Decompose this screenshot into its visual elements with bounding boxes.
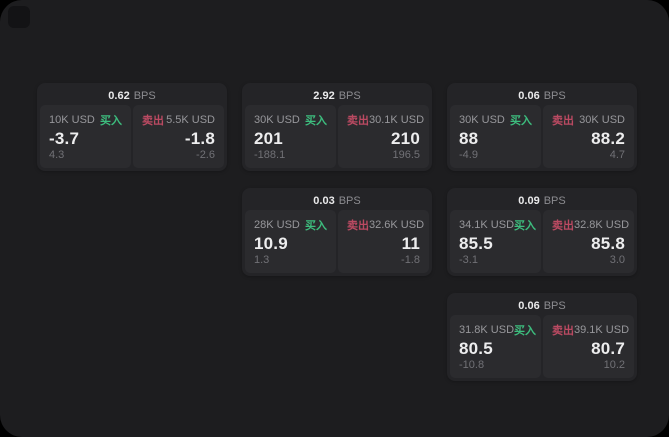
sell-delta: 10.2 [603, 359, 625, 371]
buy-tag: 买入 [100, 115, 122, 127]
sell-tag: 卖出 [142, 115, 164, 127]
sell-price: 85.8 [591, 234, 625, 253]
bps-unit: BPS [543, 89, 566, 102]
buy-tag: 买入 [305, 220, 327, 232]
bps-unit: BPS [133, 89, 156, 102]
bps-unit: BPS [338, 89, 361, 102]
buy-price: -3.7 [49, 129, 80, 148]
buy-panel[interactable]: 31.8K USD 买入 80.5 -10.8 [450, 315, 541, 378]
sell-size-label: 32.8K USD [574, 219, 630, 231]
bps-value: 2.92 [313, 89, 335, 102]
buy-tag: 买入 [514, 220, 537, 232]
sell-delta: -2.6 [196, 149, 215, 161]
quote-card: 2.92 BPS 30K USD 买入 201 -188.1 卖出 30.1K … [242, 83, 432, 171]
bps-value: 0.09 [518, 194, 540, 207]
buy-tag: 买入 [305, 115, 327, 127]
bps-value: 0.03 [313, 194, 335, 207]
bps-value: 0.06 [518, 89, 540, 102]
quote-card: 0.62 BPS 10K USD 买入 -3.7 4.3 卖出 5.5K USD [37, 83, 227, 171]
quote-card: 0.03 BPS 28K USD 买入 10.9 1.3 卖出 32.6K US… [242, 188, 432, 276]
buy-delta: -10.8 [459, 359, 485, 371]
buy-size-label: 28K USD [254, 219, 300, 231]
buy-tag: 买入 [510, 115, 532, 127]
sell-delta: 196.5 [392, 149, 420, 161]
bps-header: 0.06 BPS [450, 86, 634, 105]
sell-panel[interactable]: 卖出 32.8K USD 85.8 3.0 [543, 210, 634, 273]
sell-panel[interactable]: 卖出 32.6K USD 11 -1.8 [338, 210, 429, 273]
sell-tag: 卖出 [552, 115, 574, 127]
sell-price: 11 [401, 234, 420, 253]
bps-header: 0.09 BPS [450, 191, 634, 210]
sell-delta: -1.8 [401, 254, 420, 266]
bps-header: 0.03 BPS [245, 191, 429, 210]
buy-panel[interactable]: 34.1K USD 买入 85.5 -3.1 [450, 210, 541, 273]
buy-size-label: 10K USD [49, 114, 95, 126]
buy-delta: 1.3 [254, 254, 270, 266]
sell-panel[interactable]: 卖出 30.1K USD 210 196.5 [338, 105, 429, 168]
sell-size-label: 30.1K USD [369, 114, 425, 126]
sell-delta: 4.7 [609, 149, 625, 161]
top-left-button[interactable] [8, 6, 30, 28]
buy-delta: -3.1 [459, 254, 478, 266]
quote-card: 0.06 BPS 31.8K USD 买入 80.5 -10.8 卖出 39.1… [447, 293, 637, 381]
sell-tag: 卖出 [347, 220, 369, 232]
sell-size-label: 39.1K USD [574, 324, 630, 336]
buy-size-label: 30K USD [459, 114, 505, 126]
bps-value: 0.06 [518, 299, 540, 312]
buy-size-label: 31.8K USD [459, 324, 515, 336]
sell-price: -1.8 [184, 129, 215, 148]
buy-price: 85.5 [459, 234, 493, 253]
sell-price: 210 [391, 129, 420, 148]
quote-card: 0.06 BPS 30K USD 买入 88 -4.9 卖出 30K USD [447, 83, 637, 171]
buy-price: 201 [254, 129, 283, 148]
buy-tag: 买入 [514, 325, 537, 337]
buy-delta: 4.3 [49, 149, 65, 161]
buy-delta: -4.9 [459, 149, 478, 161]
bps-header: 2.92 BPS [245, 86, 429, 105]
bps-unit: BPS [543, 299, 566, 312]
buy-size-label: 30K USD [254, 114, 300, 126]
bps-unit: BPS [338, 194, 361, 207]
quote-card: 0.09 BPS 34.1K USD 买入 85.5 -3.1 卖出 32.8K… [447, 188, 637, 276]
sell-price: 88.2 [591, 129, 625, 148]
sell-delta: 3.0 [609, 254, 625, 266]
buy-size-label: 34.1K USD [459, 219, 515, 231]
sell-tag: 卖出 [552, 220, 574, 232]
sell-size-label: 32.6K USD [369, 219, 425, 231]
quote-card-grid: 0.62 BPS 10K USD 买入 -3.7 4.3 卖出 5.5K USD [37, 83, 637, 381]
buy-panel[interactable]: 28K USD 买入 10.9 1.3 [245, 210, 336, 273]
sell-size-label: 5.5K USD [166, 114, 215, 126]
bps-header: 0.06 BPS [450, 296, 634, 315]
buy-panel[interactable]: 30K USD 买入 201 -188.1 [245, 105, 336, 168]
buy-delta: -188.1 [254, 149, 286, 161]
sell-tag: 卖出 [552, 325, 574, 337]
bps-header: 0.62 BPS [40, 86, 224, 105]
sell-panel[interactable]: 卖出 30K USD 88.2 4.7 [543, 105, 634, 168]
buy-panel[interactable]: 30K USD 买入 88 -4.9 [450, 105, 541, 168]
buy-price: 88 [459, 129, 479, 148]
sell-panel[interactable]: 卖出 39.1K USD 80.7 10.2 [543, 315, 634, 378]
buy-price: 80.5 [459, 339, 493, 358]
buy-price: 10.9 [254, 234, 288, 253]
sell-price: 80.7 [591, 339, 625, 358]
sell-tag: 卖出 [347, 115, 369, 127]
bps-value: 0.62 [108, 89, 130, 102]
bps-unit: BPS [543, 194, 566, 207]
buy-panel[interactable]: 10K USD 买入 -3.7 4.3 [40, 105, 131, 168]
sell-size-label: 30K USD [579, 114, 625, 126]
sell-panel[interactable]: 卖出 5.5K USD -1.8 -2.6 [133, 105, 224, 168]
